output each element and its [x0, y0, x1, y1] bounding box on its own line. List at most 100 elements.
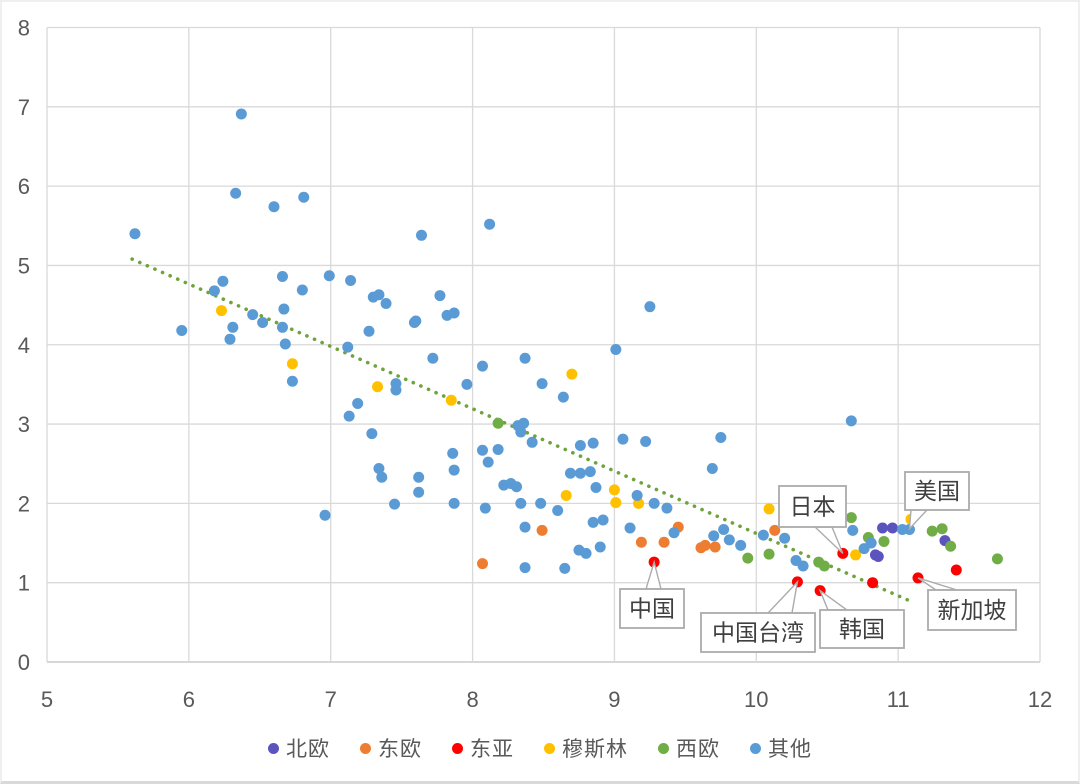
data-point-穆斯林[interactable] [215, 305, 227, 317]
legend-item-其他[interactable]: 其他 [750, 733, 812, 763]
data-point-西欧[interactable] [926, 525, 938, 537]
data-point-西欧[interactable] [742, 552, 754, 564]
data-point-其他[interactable] [535, 497, 547, 509]
data-point-穆斯林[interactable] [608, 484, 620, 496]
legend-item-北欧[interactable]: 北欧 [268, 733, 330, 763]
data-point-其他[interactable] [319, 509, 331, 521]
data-point-穆斯林[interactable] [445, 394, 457, 406]
data-point-其他[interactable] [735, 539, 747, 551]
annotation-新加坡[interactable]: 新加坡 [917, 577, 1017, 631]
data-point-西欧[interactable] [845, 512, 857, 524]
data-point-其他[interactable] [448, 307, 460, 319]
data-point-北欧[interactable] [877, 522, 889, 534]
data-point-其他[interactable] [235, 108, 247, 120]
annotation-中国[interactable]: 中国 [619, 559, 685, 629]
data-point-其他[interactable] [594, 541, 606, 553]
data-point-其他[interactable] [461, 378, 473, 390]
data-point-其他[interactable] [587, 437, 599, 449]
data-point-其他[interactable] [584, 466, 596, 478]
data-point-东欧[interactable] [658, 536, 670, 548]
data-point-其他[interactable] [296, 284, 308, 296]
data-point-东欧[interactable] [536, 524, 548, 536]
data-point-其他[interactable] [323, 270, 335, 282]
data-point-其他[interactable] [268, 201, 280, 213]
data-point-其他[interactable] [723, 534, 735, 546]
data-point-其他[interactable] [298, 191, 310, 203]
data-point-其他[interactable] [536, 378, 548, 390]
legend-item-穆斯林[interactable]: 穆斯林 [544, 733, 628, 763]
data-point-其他[interactable] [366, 428, 378, 440]
data-point-穆斯林[interactable] [610, 497, 622, 509]
data-point-西欧[interactable] [763, 548, 775, 560]
data-point-其他[interactable] [484, 218, 496, 230]
data-point-其他[interactable] [865, 537, 877, 549]
data-point-其他[interactable] [448, 464, 460, 476]
data-point-其他[interactable] [278, 303, 290, 315]
data-point-东亚[interactable] [950, 564, 962, 576]
data-point-其他[interactable] [276, 271, 288, 283]
data-point-东欧[interactable] [769, 524, 781, 536]
data-point-穆斯林[interactable] [850, 549, 862, 561]
data-point-东欧[interactable] [699, 539, 711, 551]
data-point-其他[interactable] [410, 315, 422, 327]
data-point-其他[interactable] [557, 391, 569, 403]
data-point-其他[interactable] [757, 529, 769, 541]
data-point-其他[interactable] [564, 467, 576, 479]
data-point-东欧[interactable] [477, 558, 489, 570]
data-point-其他[interactable] [129, 228, 141, 240]
data-point-其他[interactable] [552, 505, 564, 517]
annotation-日本[interactable]: 日本 [778, 485, 847, 554]
data-point-其他[interactable] [217, 275, 229, 287]
data-point-其他[interactable] [380, 298, 392, 310]
data-point-其他[interactable] [286, 375, 298, 387]
data-point-其他[interactable] [276, 321, 288, 333]
data-point-其他[interactable] [482, 456, 494, 468]
data-point-穆斯林[interactable] [560, 489, 572, 501]
data-point-其他[interactable] [477, 360, 489, 372]
data-point-其他[interactable] [706, 462, 718, 474]
data-point-其他[interactable] [847, 524, 859, 536]
data-point-其他[interactable] [526, 436, 538, 448]
legend-item-东欧[interactable]: 东欧 [360, 733, 422, 763]
data-point-穆斯林[interactable] [286, 358, 298, 370]
annotation-韩国[interactable]: 韩国 [818, 588, 905, 649]
annotation-box[interactable] [700, 612, 816, 653]
data-point-其他[interactable] [479, 502, 491, 514]
data-point-其他[interactable] [345, 275, 357, 287]
data-point-其他[interactable] [519, 562, 531, 574]
data-point-东欧[interactable] [709, 541, 721, 553]
data-point-其他[interactable] [668, 527, 680, 539]
annotation-box[interactable] [619, 588, 685, 629]
data-point-其他[interactable] [279, 338, 291, 350]
annotation-box[interactable] [778, 485, 847, 528]
data-point-其他[interactable] [574, 439, 586, 451]
annotation-box[interactable] [904, 471, 970, 511]
annotation-box[interactable] [819, 609, 905, 649]
data-point-其他[interactable] [363, 325, 375, 337]
data-point-其他[interactable] [631, 489, 643, 501]
data-point-穆斯林[interactable] [372, 381, 384, 393]
data-point-其他[interactable] [224, 333, 236, 345]
data-point-其他[interactable] [342, 341, 354, 353]
data-point-其他[interactable] [624, 522, 636, 534]
annotation-box[interactable] [927, 589, 1017, 631]
data-point-其他[interactable] [515, 426, 527, 438]
data-point-其他[interactable] [515, 497, 527, 509]
data-point-其他[interactable] [797, 560, 809, 572]
data-point-其他[interactable] [373, 462, 385, 474]
data-point-其他[interactable] [448, 497, 460, 509]
data-point-其他[interactable] [519, 521, 531, 533]
data-point-其他[interactable] [413, 471, 425, 483]
data-point-其他[interactable] [247, 309, 259, 321]
data-point-其他[interactable] [845, 415, 857, 427]
data-point-其他[interactable] [559, 562, 571, 574]
data-point-其他[interactable] [447, 447, 459, 459]
data-point-西欧[interactable] [936, 523, 948, 535]
data-point-其他[interactable] [208, 285, 220, 297]
data-point-其他[interactable] [257, 317, 269, 329]
data-point-其他[interactable] [373, 289, 385, 301]
data-point-穆斯林[interactable] [763, 503, 775, 515]
data-point-其他[interactable] [416, 229, 428, 241]
data-point-其他[interactable] [389, 498, 401, 510]
annotation-美国[interactable]: 美国 [904, 471, 970, 531]
